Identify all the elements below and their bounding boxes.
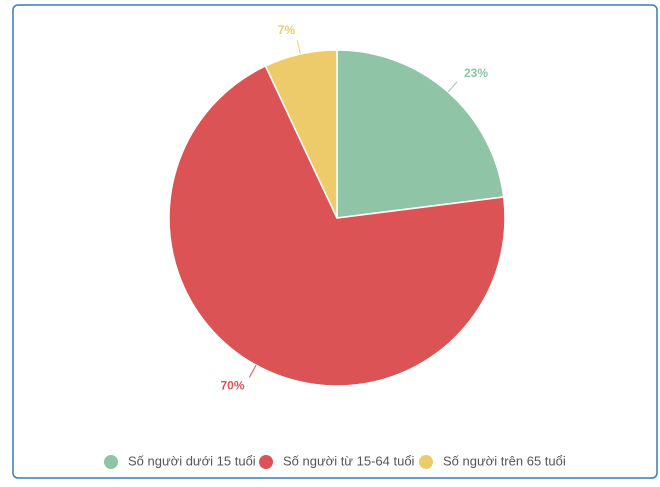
legend-marker [259, 455, 273, 469]
leader-line [296, 40, 301, 55]
legend-marker [104, 455, 118, 469]
data-label: 70% [220, 378, 244, 392]
legend-label[interactable]: Số người dưới 15 tuổi [128, 453, 256, 468]
data-label: 7% [278, 23, 296, 37]
leader-line [248, 364, 257, 378]
data-label: 23% [464, 66, 488, 80]
pie-slice [336, 49, 505, 219]
legend-label[interactable]: Số người từ 15-64 tuổi [283, 453, 415, 468]
pie-slice [168, 64, 506, 387]
legend-marker [419, 455, 433, 469]
legend-label[interactable]: Số người trên 65 tuổi [443, 453, 566, 468]
pie-slice [264, 49, 338, 219]
leader-line [447, 81, 458, 93]
